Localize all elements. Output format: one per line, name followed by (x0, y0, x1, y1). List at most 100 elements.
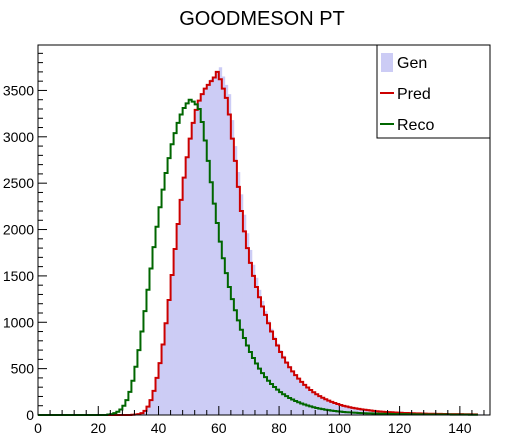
x-tick-label: 40 (151, 420, 167, 436)
y-tick-label: 500 (11, 361, 35, 377)
bar (309, 389, 313, 415)
bar (351, 407, 355, 415)
bar (161, 344, 165, 415)
bar (264, 311, 268, 415)
bar (224, 84, 229, 416)
bar (170, 274, 174, 415)
x-tick-label: 0 (34, 420, 42, 436)
legend-label-pred: Pred (397, 86, 431, 103)
series-reco-line (38, 98, 478, 416)
bar (270, 328, 274, 415)
bar (291, 370, 295, 415)
x-tick-label: 120 (388, 420, 412, 436)
bar (164, 323, 168, 415)
legend-box (376, 44, 491, 139)
bar (233, 146, 238, 415)
bar (176, 223, 180, 415)
y-tick-label: 2500 (3, 175, 34, 191)
bar (312, 391, 316, 415)
legend-label-reco: Reco (397, 117, 434, 134)
bar (336, 403, 340, 415)
bar (330, 401, 334, 415)
bar (245, 233, 250, 415)
bar (342, 405, 346, 415)
bar (188, 138, 193, 415)
bar (221, 76, 226, 415)
bar (315, 393, 319, 415)
legend: Gen Pred Reco (376, 44, 491, 139)
bar (348, 406, 352, 415)
bar (267, 320, 271, 415)
y-tick-label: 2000 (3, 222, 34, 238)
bar (179, 199, 183, 415)
bar (215, 71, 220, 415)
legend-swatch-gen (381, 53, 393, 72)
y-tick-label: 1000 (3, 314, 34, 330)
x-tick-label: 60 (211, 420, 227, 436)
bar (276, 343, 280, 415)
bar (345, 405, 349, 415)
bar (236, 172, 241, 415)
axis-ticks: 0 20 40 60 80 100 120 140 0 500 1000 1500 2000 2500 30… (3, 52, 485, 436)
bar (185, 157, 190, 415)
x-tick-label: 140 (448, 420, 472, 436)
bar (149, 401, 153, 415)
bar (212, 76, 217, 415)
bar (254, 277, 259, 415)
bar (209, 79, 214, 415)
bar (294, 374, 298, 415)
chart-title: GOODMESON PT (179, 8, 345, 30)
bar (155, 377, 159, 415)
bar (200, 94, 205, 416)
bar (194, 109, 199, 415)
bar (339, 404, 343, 415)
bar (146, 407, 150, 415)
bar (242, 214, 247, 415)
series-gen (134, 67, 491, 416)
y-tick-label: 1500 (3, 268, 34, 284)
bar (230, 120, 235, 416)
bar (300, 381, 304, 415)
bar (363, 409, 367, 415)
bar (279, 350, 283, 415)
bar (288, 365, 292, 415)
y-tick-label: 3500 (3, 82, 34, 98)
bar (297, 377, 301, 415)
bar (158, 363, 162, 415)
bar (357, 408, 361, 415)
bar (191, 122, 196, 415)
bar (282, 355, 286, 415)
bar (354, 407, 358, 415)
x-tick-label: 100 (328, 420, 352, 436)
bar (303, 383, 307, 415)
x-tick-label: 20 (90, 420, 106, 436)
bar (285, 361, 289, 415)
y-tick-label: 0 (26, 407, 34, 423)
legend-label-gen: Gen (397, 55, 427, 72)
bar (203, 87, 208, 415)
bar (197, 100, 202, 415)
bar (318, 395, 322, 415)
bar (152, 391, 156, 415)
bar (324, 398, 328, 415)
y-tick-label: 3000 (3, 129, 34, 145)
bar (260, 300, 265, 415)
bar (360, 408, 364, 415)
bar (273, 336, 277, 415)
bar (257, 289, 262, 415)
bar (227, 94, 232, 416)
bar (321, 396, 325, 415)
bar (251, 264, 256, 415)
bar (143, 411, 147, 415)
bar (182, 177, 186, 415)
x-tick-label: 80 (271, 420, 287, 436)
bar (248, 249, 253, 415)
bar (167, 300, 171, 415)
series-layer (38, 67, 491, 416)
bar (306, 386, 310, 415)
bar (333, 402, 337, 415)
bar (173, 249, 177, 415)
bar (206, 83, 211, 415)
bar (327, 399, 331, 415)
